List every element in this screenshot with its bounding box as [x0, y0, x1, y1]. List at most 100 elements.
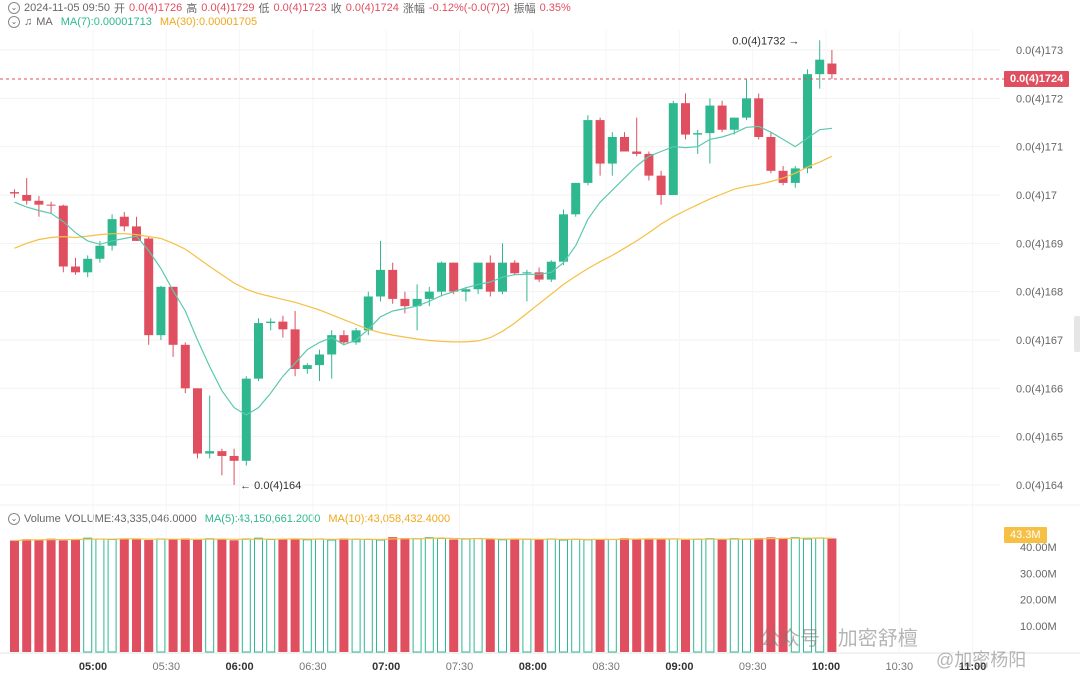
time-tick-label: 06:30 [299, 661, 327, 673]
candle-body [376, 269, 385, 297]
volume-bar [363, 539, 373, 653]
volume-bar [95, 538, 105, 653]
close-label: 收 [330, 3, 342, 15]
volume-bar [778, 538, 788, 652]
candle-body [168, 286, 178, 345]
price-tick-label: 0.0(4)165 [1016, 432, 1063, 444]
candle-body [424, 291, 434, 299]
candle-body [522, 272, 532, 274]
candle-body [95, 245, 105, 259]
candle-body [717, 105, 727, 130]
volume-bar [485, 539, 495, 652]
candle-body [705, 105, 715, 134]
candle-body [254, 323, 263, 379]
volume-bar [729, 538, 739, 653]
volume-bar [400, 538, 410, 652]
candle-body [241, 378, 251, 461]
candle-body [71, 266, 80, 273]
candle-body [10, 192, 19, 194]
candle-body [412, 298, 422, 307]
candles [10, 40, 837, 485]
current-price-tag: 0.0(4)1724 [1004, 71, 1070, 87]
change-value: -0.12%(-0.0(7)2) [428, 2, 510, 14]
volume-bar [71, 539, 80, 652]
candle-body [351, 330, 361, 343]
low-annotation: ← 0.0(4)164 [240, 480, 301, 492]
volume-bar [205, 538, 215, 653]
chevron-down-icon[interactable]: ⌄ [8, 513, 20, 525]
panel-resize-handle[interactable] [1074, 316, 1080, 352]
candle-body [449, 262, 459, 292]
candle-body [180, 344, 190, 389]
volume-bar [473, 537, 483, 653]
price-tick-label: 0.0(4)171 [1016, 142, 1063, 154]
volume-ma5-value: MA(5):43,150,661.2000 [204, 513, 321, 525]
volume-current-tag: 43.3M [1004, 527, 1047, 543]
low-value: 0.0(4)1723 [273, 2, 327, 14]
volume-bars [10, 537, 837, 653]
volume-bar [217, 539, 227, 652]
time-tick-label: 05:00 [79, 661, 107, 673]
volume-bar [132, 539, 141, 652]
candle-body [681, 103, 690, 135]
price-tick-label: 0.0(4)167 [1016, 335, 1063, 347]
volume-bar [10, 540, 19, 652]
watermark-right: @加密杨阳 [936, 650, 1027, 670]
candle-body [510, 262, 520, 274]
candle-body [266, 321, 276, 324]
candle-body [46, 204, 56, 206]
volume-bar [534, 539, 544, 652]
price-tick-label: 0.0(4)169 [1016, 238, 1063, 250]
bell-icon[interactable]: ♫ [24, 16, 33, 28]
candle-body [339, 335, 349, 343]
volume-value: VOLUME:43,335,046.0000 [64, 513, 197, 525]
chevron-down-icon[interactable]: ⌄ [8, 16, 20, 28]
volume-bar [717, 539, 727, 652]
candle-body [742, 98, 751, 118]
candle-body [388, 269, 398, 299]
candle-body [656, 175, 666, 195]
candle-body [778, 170, 788, 183]
volume-bar [546, 538, 556, 653]
ma30-value: MA(30):0.00001705 [159, 16, 258, 28]
volume-bar [424, 537, 434, 653]
open-label: 开 [114, 3, 126, 15]
candle-body [571, 182, 581, 215]
volume-bar [705, 538, 715, 653]
candle-body [83, 258, 93, 273]
time-tick-label: 10:30 [886, 661, 914, 673]
high-label: 高 [186, 3, 198, 15]
volume-bar [46, 538, 56, 652]
volume-ma10-value: MA(10):43,058,432.4000 [328, 513, 451, 525]
ma-indicator-label[interactable]: MA [36, 16, 53, 28]
price-tick-label: 0.0(4)17 [1016, 190, 1057, 202]
ma30-line [14, 155, 833, 343]
candle-body [620, 136, 629, 152]
candle-body [22, 194, 32, 201]
volume-tick-label: 30.00M [1020, 568, 1057, 580]
amplitude-label: 振幅 [513, 3, 536, 15]
volume-bar [327, 539, 337, 653]
volume-bar [412, 538, 422, 653]
candle-body [693, 133, 703, 135]
chevron-down-icon[interactable]: ⌄ [8, 2, 20, 14]
time-tick-label: 08:30 [592, 661, 620, 673]
candle-body [827, 63, 837, 75]
high-value: 0.0(4)1729 [201, 2, 255, 14]
volume-legend-row: ⌄ Volume VOLUME:43,335,046.0000 MA(5):43… [8, 513, 454, 525]
candle-body [461, 289, 471, 292]
candle-body [607, 136, 617, 164]
candle-body [315, 354, 324, 366]
ma-legend-row: ⌄ ♫ MA MA(7):0.00001713 MA(30):0.0000170… [8, 16, 261, 28]
volume-bar [302, 539, 312, 653]
volume-bar [449, 539, 459, 652]
volume-bar [803, 538, 812, 653]
volume-indicator-label[interactable]: Volume [24, 513, 61, 525]
volume-bar [83, 537, 93, 653]
volume-bar [510, 538, 520, 652]
candle-body [632, 151, 642, 154]
candle-body [546, 261, 556, 280]
candle-body [473, 262, 483, 290]
volume-bar [193, 539, 202, 652]
